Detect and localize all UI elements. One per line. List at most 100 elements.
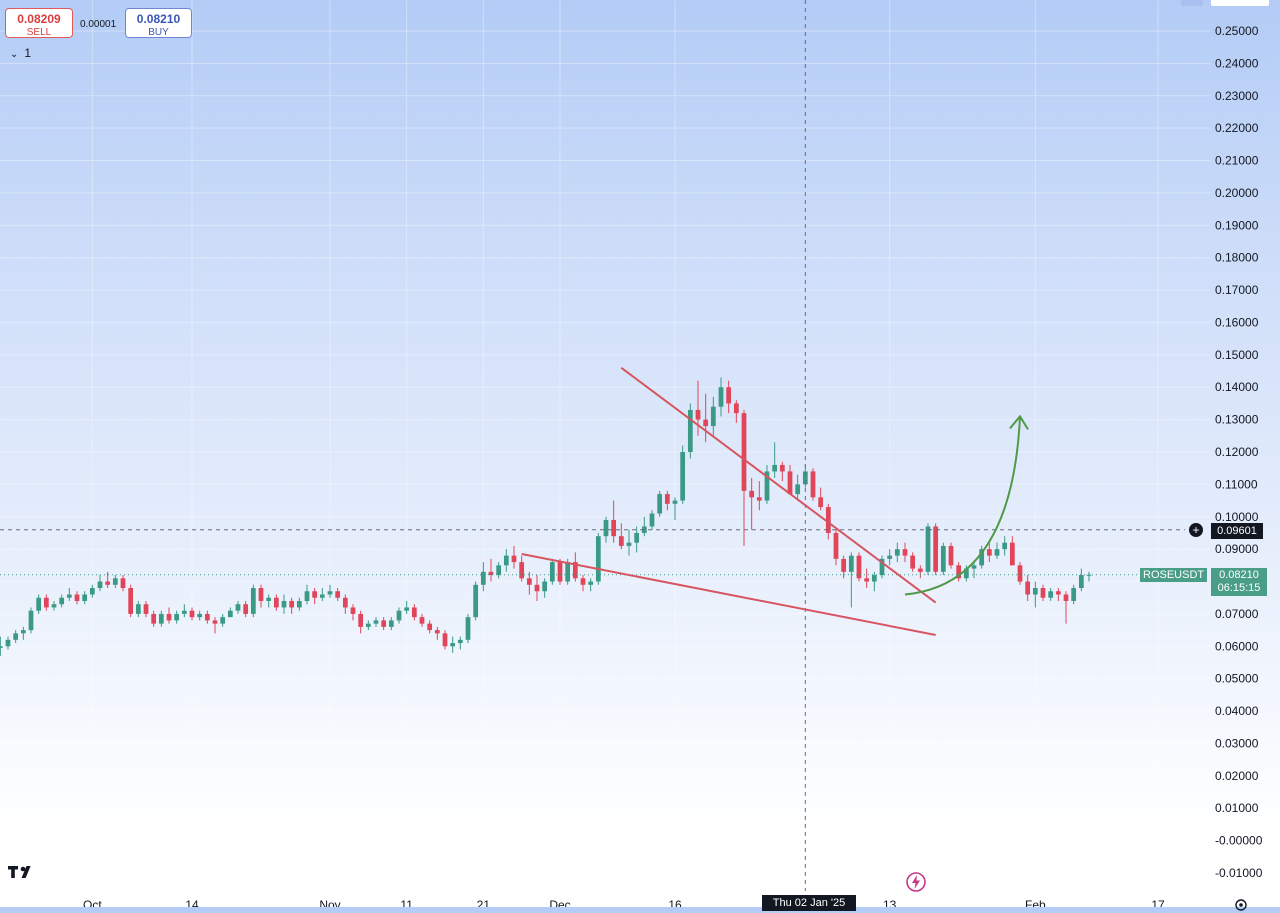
candle-body xyxy=(871,575,877,582)
candle-body xyxy=(358,613,364,627)
candle-body xyxy=(1048,591,1054,598)
candle-body xyxy=(672,500,678,504)
candle-body xyxy=(534,584,540,592)
candle-body xyxy=(825,507,831,533)
price-tick-label: 0.01000 xyxy=(1215,801,1259,815)
candle-body xyxy=(856,555,862,579)
candle-body xyxy=(917,568,923,572)
candle-body xyxy=(940,545,946,572)
candle-body xyxy=(979,549,985,566)
candle-body xyxy=(588,581,594,585)
candle-body xyxy=(848,555,854,572)
candle-body xyxy=(74,594,80,601)
candle-body xyxy=(220,617,226,624)
candle-body xyxy=(986,549,992,556)
candle-body xyxy=(580,578,586,585)
candle-body xyxy=(181,610,187,614)
candle-body xyxy=(174,613,180,621)
price-tick-label: 0.22000 xyxy=(1215,121,1259,135)
candle-body xyxy=(105,581,111,585)
candle-body xyxy=(963,568,969,579)
price-tick-label: 0.03000 xyxy=(1215,736,1259,750)
top-toolbar-button[interactable] xyxy=(1181,0,1203,6)
price-tick-label: 0.10000 xyxy=(1215,510,1259,524)
candle-body xyxy=(1063,594,1069,601)
candle-body xyxy=(649,513,655,527)
candle-body xyxy=(802,471,808,485)
settings-gear-icon[interactable] xyxy=(1233,897,1249,913)
candle-body xyxy=(933,526,939,572)
sell-price: 0.08209 xyxy=(17,12,61,26)
top-toolbar-field[interactable] xyxy=(1211,0,1269,6)
sell-button[interactable]: 0.08209 SELL xyxy=(5,8,73,38)
candle-body xyxy=(772,464,778,472)
time-tick-label: 14 xyxy=(185,898,199,907)
lightning-icon[interactable] xyxy=(905,871,927,893)
candle-body xyxy=(135,604,141,614)
drawings[interactable] xyxy=(0,0,1185,891)
candle-body xyxy=(956,565,962,579)
candle-body xyxy=(235,604,241,611)
price-tick-label: 0.06000 xyxy=(1215,639,1259,653)
candle-body xyxy=(250,588,256,614)
candle-body xyxy=(120,578,126,589)
candle-body xyxy=(680,452,686,501)
candle-body xyxy=(557,562,563,582)
crosshair-date-label: Thu 02 Jan '25 xyxy=(762,895,856,911)
candle-body xyxy=(810,471,816,498)
candle-body xyxy=(1017,565,1023,582)
price-tick-label: 0.18000 xyxy=(1215,251,1259,265)
candle-body xyxy=(0,646,3,648)
arrowhead-icon xyxy=(1009,414,1029,430)
candle-body xyxy=(488,571,494,576)
time-tick-label: Nov xyxy=(319,898,340,907)
candle-body xyxy=(526,578,532,585)
add-alert-icon[interactable]: + xyxy=(1189,523,1203,537)
price-tick-label: 0.02000 xyxy=(1215,769,1259,783)
candle-body xyxy=(841,558,847,572)
candle-body xyxy=(1009,542,1015,566)
candle-body xyxy=(741,413,747,491)
candle-body xyxy=(28,610,34,631)
candle-body xyxy=(197,613,203,618)
price-tick-label: 0.12000 xyxy=(1215,445,1259,459)
candle-body xyxy=(971,565,977,569)
candle-body xyxy=(204,613,210,621)
candle-body xyxy=(565,562,571,582)
projection-arrow xyxy=(904,416,1021,596)
candle-body xyxy=(618,536,624,546)
candle-body xyxy=(273,597,279,608)
candle-body xyxy=(128,588,134,614)
candle-body xyxy=(511,555,517,563)
candle-body xyxy=(718,387,724,407)
candle-body xyxy=(664,494,670,504)
candle-body xyxy=(266,597,272,601)
trendline-lower xyxy=(521,553,936,636)
candle-body xyxy=(572,562,578,579)
candle-body xyxy=(381,620,387,627)
interval-selector[interactable]: ⌄ 1 xyxy=(10,46,31,60)
price-axis[interactable]: -0.01000 -0.00000 0.01000 0.02000 0.03000 0.0… xyxy=(1215,24,1263,880)
candle-body xyxy=(634,532,640,543)
time-axis[interactable]: Oct 14 Nov 11 21 Dec 16 13 Feb 17 xyxy=(83,898,1165,907)
candle-body xyxy=(1040,588,1046,598)
price-tick-label: 0.21000 xyxy=(1215,154,1259,168)
tradingview-logo-icon xyxy=(8,866,31,878)
candle-body xyxy=(365,623,371,627)
time-tick-label: 13 xyxy=(883,898,897,907)
candle-body xyxy=(442,633,448,647)
candle-body xyxy=(158,613,164,624)
candle-body xyxy=(657,494,663,514)
candle-body xyxy=(304,591,310,601)
price-tick-label: 0.14000 xyxy=(1215,380,1259,394)
candle-body xyxy=(879,558,885,576)
buy-button[interactable]: 0.08210 BUY xyxy=(125,8,192,38)
candle-body xyxy=(66,594,72,598)
time-tick-label: Feb xyxy=(1025,898,1046,907)
time-tick-label: 17 xyxy=(1151,898,1165,907)
candle-body xyxy=(818,497,824,508)
interval-value: 1 xyxy=(24,46,32,60)
candle-body xyxy=(756,497,762,501)
candle-body xyxy=(703,419,709,427)
